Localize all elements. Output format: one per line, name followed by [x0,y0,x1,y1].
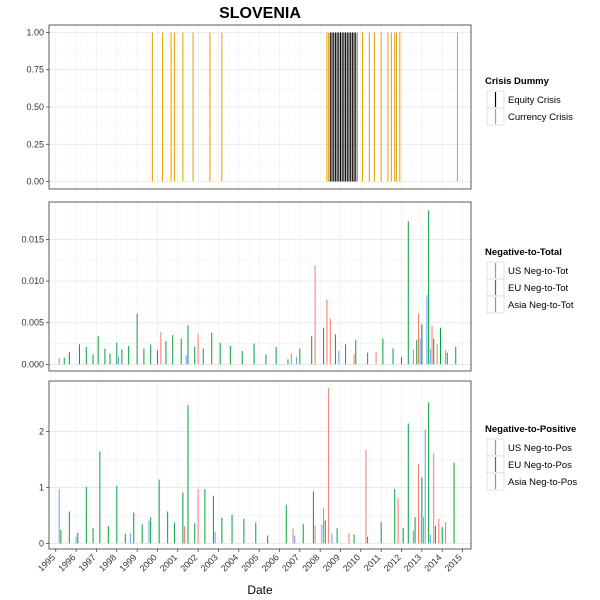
legend-title: Crisis Dummy [485,76,550,87]
y-tick-label: 0.50 [26,102,44,112]
panel-2: 0.000 0.005 0.010 0.015 [21,201,472,372]
y-tick-label: 0.25 [26,139,44,149]
legend-label: Asia Neg-to-Tot [508,300,574,311]
x-tick-label: 2014 [422,552,443,573]
x-tick-label: 2010 [341,552,362,573]
chart-title: SLOVENIA [219,5,301,22]
x-tick-label: 2001 [158,552,179,573]
x-tick-label: 2003 [199,552,220,573]
x-axis-title: Date [247,583,273,597]
legend-title: Negative-to-Positive [485,424,576,435]
legend-label: Asia Neg-to-Pos [508,477,577,488]
y-tick-label: 0.005 [21,318,44,328]
x-tick-label: 2006 [260,552,281,573]
x-tick-label: 1995 [36,552,57,573]
y-tick-label: 2 [39,426,44,436]
x-tick-label: 2011 [362,552,383,573]
legend-panel-3: Negative-to-Positive US Neg-to-Pos EU Neg-… [485,424,577,491]
y-tick-label: 0.015 [21,234,44,244]
x-tick-label: 1998 [97,552,118,573]
x-tick-label: 2004 [219,552,240,573]
x-tick-label: 2015 [443,552,464,573]
y-tick-label: 1.00 [26,27,44,37]
y-tick-label: 0 [39,538,44,548]
legend-label: US Neg-to-Tot [508,266,569,277]
bars [58,210,457,365]
x-tick-label: 2000 [138,552,159,573]
x-tick-label: 2005 [239,552,260,573]
panel-border [48,24,472,190]
legend-label: EU Neg-to-Pos [508,460,572,471]
x-tick-label: 2012 [382,552,403,573]
x-tick-label: 2008 [300,552,321,573]
panel-background [49,202,471,371]
y-tick-label: 0.00 [26,177,44,187]
legend-label: US Neg-to-Pos [508,443,572,454]
legend-label: Equity Crisis [508,95,561,106]
panel-border [48,380,472,550]
legend-label: Currency Crisis [508,112,573,123]
x-tick-label: 2009 [321,552,342,573]
x-axis: 1995 1996 1997 1998 1999 2000 2001 2002 2003 2004… [36,549,464,574]
y-tick-label: 0.010 [21,276,44,286]
legend-label: EU Neg-to-Tot [508,283,569,294]
bars [151,32,458,182]
legend-title: Negative-to-Total [485,247,562,258]
x-tick-label: 2007 [280,552,301,573]
bars [58,388,455,544]
panel-border [48,201,472,372]
x-tick-label: 2013 [402,552,423,573]
y-tick-label: 1 [39,482,44,492]
x-tick-label: 2002 [178,552,199,573]
panel-3: 0 1 2 [39,380,472,550]
legend-panel-1: Crisis Dummy Equity Crisis Currency Crisis [485,76,573,126]
x-tick-label: 1999 [117,552,138,573]
y-tick-label: 0.000 [21,359,44,369]
legend-panel-2: Negative-to-Total US Neg-to-Tot EU Neg-to-… [485,247,574,314]
panel-background [49,381,471,549]
y-tick-label: 0.75 [26,65,44,75]
panel-1: 0.00 0.25 0.50 0.75 1.00 [26,24,472,190]
x-tick-label: 1996 [56,552,77,573]
panels-layer: 0.00 0.25 0.50 0.75 1.00 0.000 0.005 0.010 0.015… [21,24,472,550]
legends: Crisis Dummy Equity Crisis Currency Crisis… [485,76,577,491]
x-tick-label: 1997 [77,552,98,573]
